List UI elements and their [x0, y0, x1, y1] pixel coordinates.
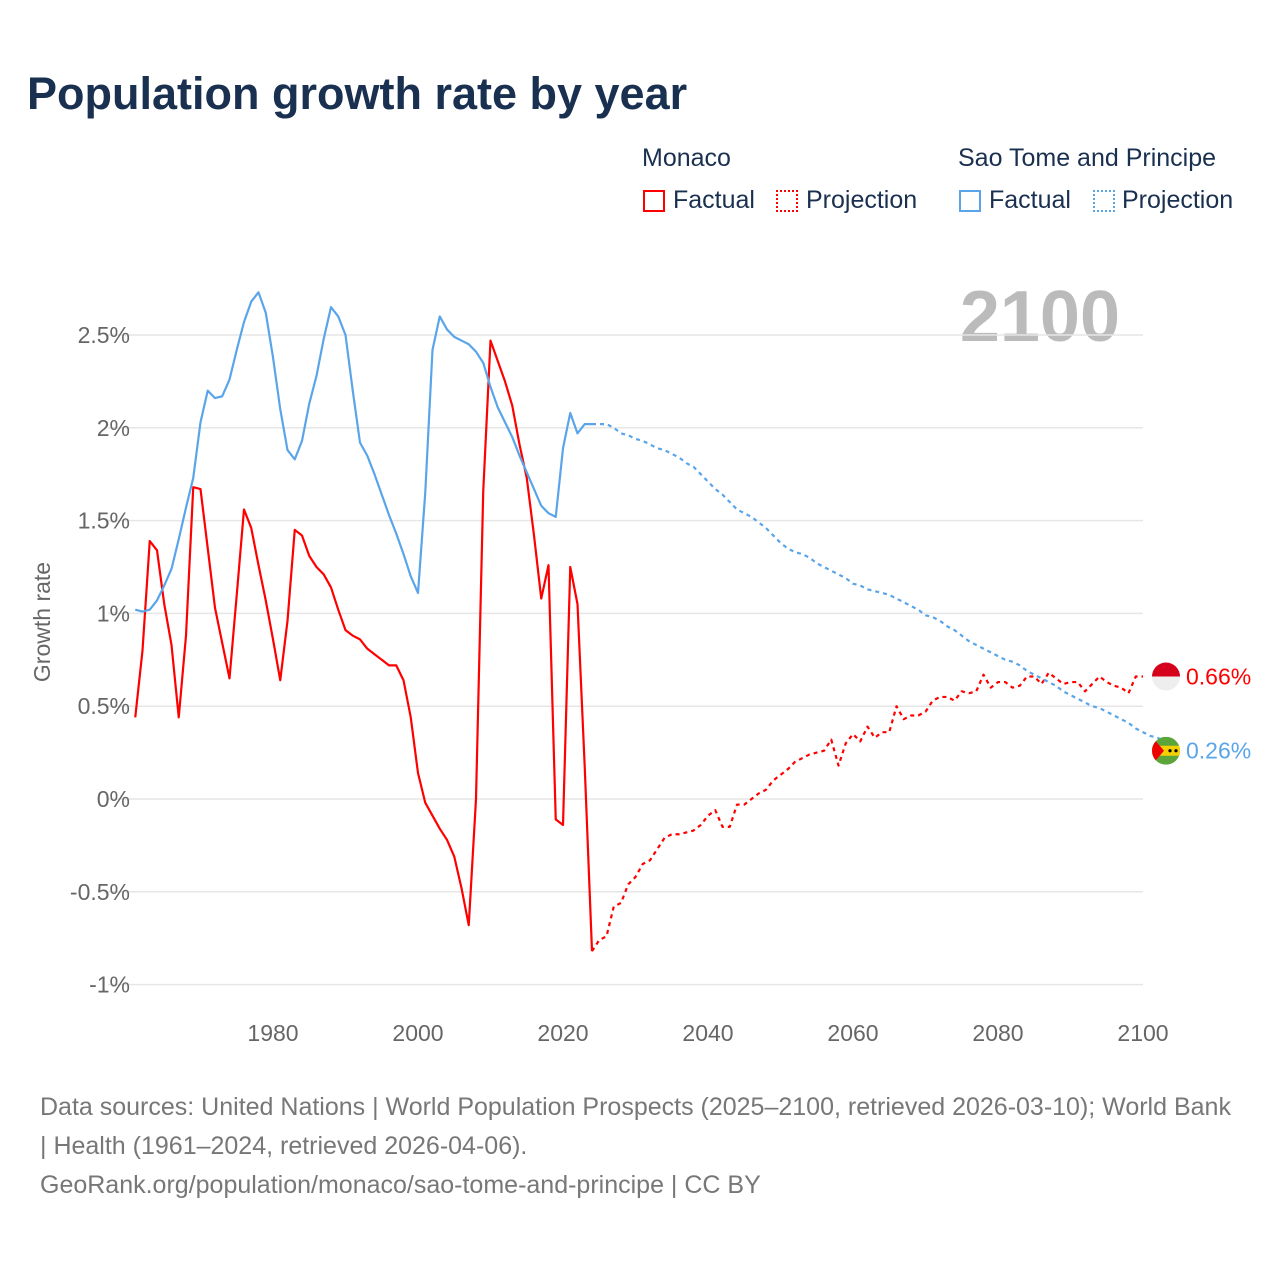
x-tick-label: 1980 — [247, 1020, 298, 1046]
flag-yellow — [1152, 745, 1180, 756]
flag-red — [1152, 662, 1180, 677]
chart-title: Population growth rate by year — [27, 68, 688, 119]
footer-sources: Data sources: United Nations | World Pop… — [40, 1093, 1231, 1160]
flag-star — [1174, 749, 1178, 753]
flag-star — [1168, 749, 1172, 753]
flag-triangle — [1152, 736, 1164, 765]
y-tick-label: 0.5% — [78, 693, 130, 719]
legend-group-stp: Sao Tome and Principe — [958, 144, 1217, 172]
legend-group-monaco: Monaco — [642, 144, 731, 172]
footer-credit[interactable]: GeoRank.org/population/monaco/sao-tome-a… — [40, 1171, 761, 1199]
legend-stp-factual[interactable]: Factual — [989, 186, 1071, 214]
x-tick-label: 2100 — [1117, 1020, 1168, 1046]
y-tick-label: 1.5% — [78, 508, 130, 534]
series-line-monaco-factual — [134, 339, 594, 952]
y-tick-label: -0.5% — [70, 879, 130, 905]
x-tick-label: 2020 — [537, 1020, 588, 1046]
y-axis-label: Growth rate — [29, 562, 55, 682]
legend-stp-projection[interactable]: Projection — [1122, 186, 1234, 214]
y-tick-label: 2.5% — [78, 322, 130, 348]
legend-monaco-projection[interactable]: Projection — [806, 186, 918, 214]
y-tick-label: 1% — [97, 600, 130, 626]
y-tick-label: -1% — [89, 972, 130, 998]
legend-swatch-monaco-projection — [776, 190, 798, 212]
legend-swatch-stp-factual — [959, 190, 981, 212]
series-line-monaco-projection — [591, 671, 1143, 952]
x-tick-label: 2060 — [827, 1020, 878, 1046]
y-tick-label: 0% — [97, 786, 130, 812]
y-tick-label: 2% — [97, 415, 130, 441]
legend-swatch-stp-projection — [1093, 190, 1115, 212]
series-line-sao-tome-and-principe-factual — [134, 291, 592, 613]
series-line-sao-tome-and-principe-projection — [592, 422, 1180, 752]
plot-area: 2100 Growth rate -1% -0.5% 0% 0.5% 1% 1.5% 2% 2… — [29, 277, 1251, 1046]
flag-white — [1152, 676, 1180, 691]
flag-monaco-icon — [1152, 662, 1180, 691]
flag-sao-tome-icon — [1152, 736, 1180, 765]
year-watermark: 2100 — [960, 277, 1120, 357]
end-label-monaco: 0.66% — [1186, 664, 1251, 690]
x-tick-label: 2080 — [972, 1020, 1023, 1046]
end-label-sao-tome: 0.26% — [1186, 738, 1251, 764]
x-tick-label: 2040 — [682, 1020, 733, 1046]
legend-swatch-monaco-factual — [643, 190, 665, 212]
x-tick-label: 2000 — [392, 1020, 443, 1046]
footer: Data sources: United Nations | World Pop… — [40, 1088, 1240, 1205]
legend-monaco-factual[interactable]: Factual — [673, 186, 755, 214]
